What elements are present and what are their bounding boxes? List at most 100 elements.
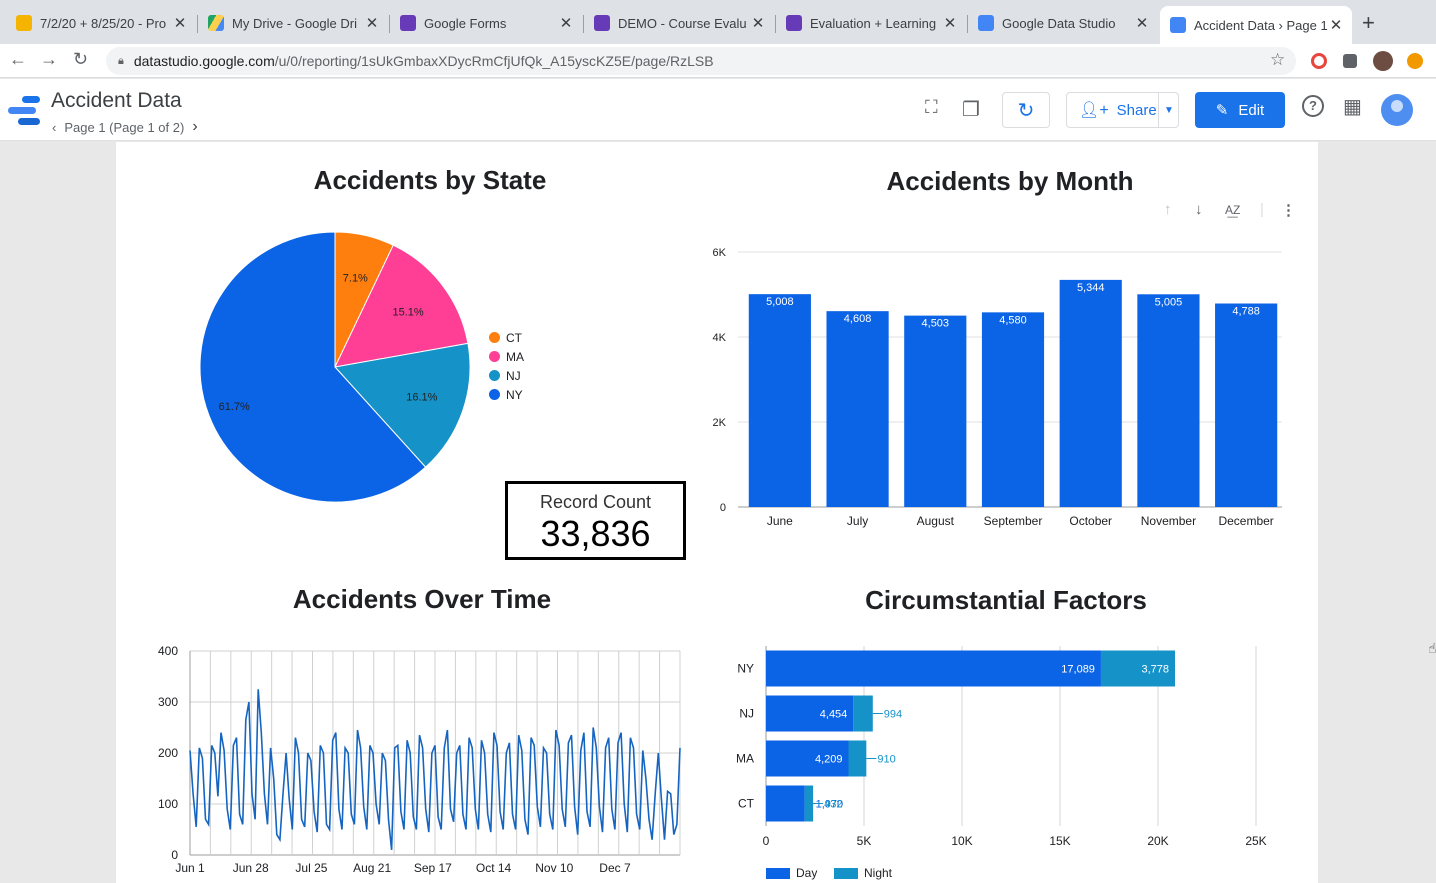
- legend-item-ma[interactable]: MA: [489, 347, 524, 366]
- bar-nj-day[interactable]: [766, 695, 854, 732]
- chevron-left-icon[interactable]: ‹: [52, 119, 57, 135]
- tab-slides[interactable]: 7/2/20 + 8/25/20 - Pro ✕: [6, 6, 196, 40]
- close-icon[interactable]: ✕: [173, 15, 187, 32]
- bar-november[interactable]: [1137, 294, 1200, 507]
- x-tick-label: Sep 17: [414, 861, 452, 875]
- bar-december[interactable]: [1215, 303, 1278, 507]
- legend-swatch: [489, 351, 500, 362]
- legend-swatch: [489, 389, 500, 400]
- profile-icon[interactable]: [1373, 51, 1393, 71]
- bar-august[interactable]: [904, 315, 967, 507]
- bar-june[interactable]: [748, 294, 811, 507]
- line-series[interactable]: [189, 689, 681, 850]
- close-icon[interactable]: ✕: [365, 15, 379, 32]
- legend-item-nj[interactable]: NJ: [489, 366, 524, 385]
- close-icon[interactable]: ✕: [943, 15, 957, 32]
- sort-descending-icon[interactable]: ↓: [1195, 201, 1203, 218]
- avatar[interactable]: [1381, 94, 1413, 126]
- bar-ny-day[interactable]: [766, 650, 1101, 687]
- forms-icon: [786, 15, 802, 31]
- tab-data-studio[interactable]: Google Data Studio ✕: [968, 6, 1158, 40]
- forms-icon: [594, 15, 610, 31]
- legend-label: NY: [506, 387, 523, 402]
- puzzle-icon[interactable]: [1343, 54, 1357, 68]
- tab-drive[interactable]: My Drive - Google Dri ✕: [198, 6, 388, 40]
- reload-icon[interactable]: ↻: [73, 49, 89, 69]
- add-person-icon: 👤︎+: [1079, 102, 1109, 119]
- lock-icon: 🔒︎: [118, 54, 124, 67]
- fullscreen-icon[interactable]: ⛶: [925, 97, 938, 117]
- bar-ct-day[interactable]: [766, 785, 805, 822]
- record-count-scorecard[interactable]: Record Count 33,836: [505, 481, 686, 560]
- edit-button[interactable]: ✎ Edit: [1195, 92, 1285, 128]
- chevron-right-icon[interactable]: ›: [192, 118, 198, 135]
- tab-separator: [389, 15, 390, 33]
- bar-ct-night[interactable]: [804, 785, 814, 822]
- forward-icon[interactable]: →: [40, 49, 58, 69]
- page-indicator[interactable]: Page 1 (Page 1 of 2): [64, 119, 185, 135]
- x-tick-label: October: [1069, 514, 1112, 528]
- factors-bar-chart[interactable]: 0 5K 10K 15K 20K 25K NY 17,089 3,778 NJ 4,454 994 MA…: [720, 640, 1300, 855]
- tab-title: Google Forms: [424, 15, 507, 31]
- legend-item-ct[interactable]: CT: [489, 328, 524, 347]
- caret-down-icon[interactable]: ▼: [1164, 104, 1174, 116]
- url-bar[interactable]: 🔒︎ datastudio.google.com/u/0/reporting/1…: [106, 47, 1296, 75]
- y-tick-label: 6K: [713, 247, 727, 259]
- bar-data-label: 5,005: [1155, 296, 1183, 308]
- refresh-button[interactable]: ↻: [1002, 92, 1050, 128]
- month-bar-chart[interactable]: 0 2K 4K 6K 5,008 June 4,608 July 4,503 August 4,58…: [700, 240, 1300, 540]
- bar-september[interactable]: [981, 312, 1045, 507]
- pie-slice-ma[interactable]: [334, 244, 469, 368]
- page-navigator[interactable]: ‹ Page 1 (Page 1 of 2) ›: [52, 118, 198, 136]
- tab-google-forms[interactable]: Google Forms ✕: [390, 6, 582, 40]
- x-tick-label: Oct 14: [476, 861, 512, 875]
- bookmark-star-icon[interactable]: ☆: [1270, 50, 1286, 69]
- time-line-chart[interactable]: 0 100 200 300 400 Jun 1 Jun 28 Jul 25 Aug 21 Sep …: [150, 640, 690, 880]
- bar-ny-night[interactable]: [1100, 650, 1175, 687]
- bar-ma-day[interactable]: [766, 740, 849, 777]
- bar-nj-night[interactable]: [853, 695, 873, 732]
- update-icon[interactable]: [1407, 53, 1423, 69]
- pie-slice-nj[interactable]: [334, 342, 471, 468]
- share-button[interactable]: 👤︎+ Share ▼: [1066, 92, 1179, 128]
- pie-slice-label: 7.1%: [343, 272, 368, 284]
- data-studio-logo-icon[interactable]: [8, 96, 40, 126]
- tab-title: Accident Data › Page 1: [1194, 17, 1328, 33]
- month-chart-title: Accidents by Month: [886, 166, 1134, 196]
- new-tab-icon[interactable]: +: [1362, 10, 1375, 35]
- close-icon[interactable]: ✕: [1135, 15, 1149, 32]
- tab-evaluation-learning[interactable]: Evaluation + Learning ✕: [776, 6, 966, 40]
- more-vert-icon[interactable]: ⋮: [1281, 202, 1296, 219]
- tab-demo-course[interactable]: DEMO - Course Evalu ✕: [584, 6, 774, 40]
- close-icon[interactable]: ✕: [751, 15, 765, 32]
- pencil-icon: ✎: [1215, 102, 1229, 119]
- help-icon[interactable]: ?: [1302, 95, 1324, 117]
- bar-data-label: 1,970: [816, 799, 844, 811]
- x-tick-label: Nov 10: [535, 861, 573, 875]
- tab-accident-data[interactable]: Accident Data › Page 1 ✕: [1160, 6, 1352, 44]
- sort-ascending-icon[interactable]: ↑: [1164, 201, 1172, 218]
- pie-slice-ny[interactable]: [199, 231, 427, 503]
- close-icon[interactable]: ✕: [1329, 17, 1343, 34]
- bar-data-label: 4,209: [815, 754, 843, 766]
- extension-icon[interactable]: [1311, 53, 1327, 69]
- copy-icon[interactable]: ❐: [962, 99, 980, 121]
- pie-chart[interactable]: 7.1% 15.1% 16.1% 61.7%: [190, 225, 480, 515]
- bar-july[interactable]: [826, 311, 889, 507]
- back-icon[interactable]: ←: [9, 49, 27, 69]
- bar-october[interactable]: [1059, 279, 1122, 507]
- bar-data-label: 910: [877, 754, 895, 766]
- close-icon[interactable]: ✕: [559, 15, 573, 32]
- legend-item-day[interactable]: Day: [766, 866, 817, 880]
- tab-title: DEMO - Course Evalu: [618, 15, 747, 31]
- x-tick-label: September: [984, 514, 1043, 528]
- apps-grid-icon[interactable]: ▦: [1343, 96, 1362, 118]
- legend-item-ny[interactable]: NY: [489, 385, 524, 404]
- y-tick-label: 2K: [713, 417, 727, 429]
- bar-ma-night[interactable]: [848, 740, 867, 777]
- x-tick-label: 25K: [1245, 834, 1266, 848]
- x-tick-label: 20K: [1147, 834, 1168, 848]
- report-title[interactable]: Accident Data: [51, 89, 182, 112]
- sort-az-icon[interactable]: A͟Z: [1225, 203, 1241, 217]
- legend-item-night[interactable]: Night: [834, 866, 892, 880]
